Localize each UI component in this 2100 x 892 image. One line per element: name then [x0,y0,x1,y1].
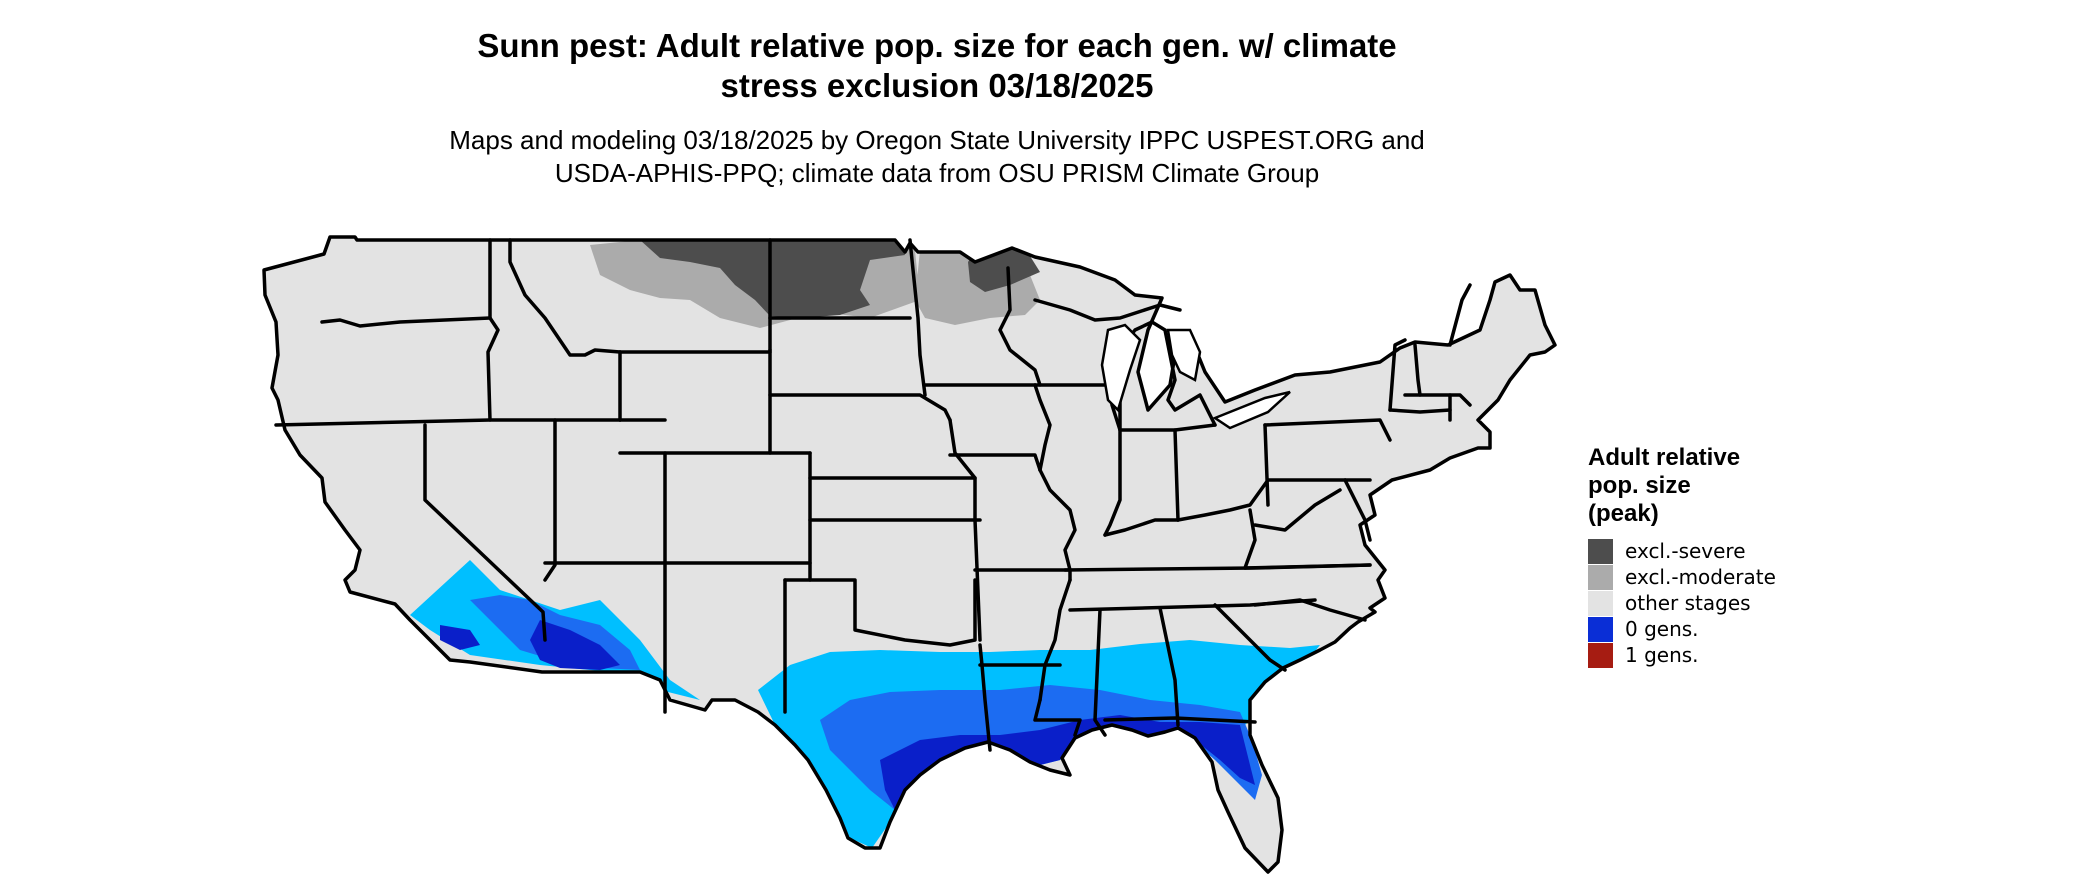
national-border [262,235,1557,874]
border-oh-wv-ky [1176,478,1270,522]
border-al-fl [1103,716,1257,724]
legend-item-0-gens: 0 gens. [1588,616,1776,642]
legend-label-0-gens: 0 gens. [1625,617,1699,641]
border-nc-sc [1253,598,1367,622]
legend-title-line-3: (peak) [1588,500,1659,527]
legend-title-line-2: pop. size [1588,472,1691,499]
border-ne-ia-mo [948,418,977,522]
border-ar-ms [1038,578,1072,702]
border-nh-me [1448,283,1472,347]
map-title: Sunn pest: Adult relative pop. size for … [0,26,1874,106]
border-sd-ne [768,393,952,422]
border-il-in [1103,383,1122,537]
border-mn-wi [998,266,1042,387]
border-oh-pa [1263,423,1270,507]
legend-item-1-gens: 1 gens. [1588,642,1776,668]
lake-huron [1166,328,1202,382]
legend: Adult relative pop. size (peak) excl.-se… [1588,444,1776,668]
legend-item-other-stages: other stages [1588,590,1776,616]
border-ca-nv [423,423,547,642]
legend-swatch-0-gens [1588,616,1613,642]
legend-swatch-other-stages [1588,590,1613,616]
border-md-de [1343,478,1372,542]
border-al-ga [1158,606,1180,727]
legend-title: Adult relative pop. size (peak) [1588,444,1776,528]
legend-title-line-1: Adult relative [1588,444,1741,471]
border-vt-nh [1413,343,1422,397]
legend-label-other-stages: other stages [1625,591,1751,615]
legend-swatch-1-gens [1588,642,1613,668]
excl-severe-region-northern-plains [640,240,905,318]
legend-item-excl-severe: excl.-severe [1588,538,1776,564]
border-wa-or [320,316,492,328]
map-subtitle: Maps and modeling 03/18/2025 by Oregon S… [0,124,1874,190]
border-wv-va [1253,488,1342,532]
title-line-2: stress exclusion 03/18/2025 [720,67,1154,104]
border-in-ky [1103,518,1180,537]
legend-swatch-excl-moderate [1588,564,1613,590]
title-line-1: Sunn pest: Adult relative pop. size for … [477,27,1397,64]
legend-swatch-excl-severe [1588,538,1613,564]
border-michigan-upper [1033,298,1182,322]
border-ny-vt-ma [1388,338,1407,412]
lake-erie [1212,390,1291,430]
border-id-mt [508,238,622,357]
border-ky-va [1243,508,1257,570]
border-ma-south [1403,393,1472,407]
border-ok-ar [973,518,982,642]
legend-item-excl-moderate: excl.-moderate [1588,564,1776,590]
border-mi-in-oh [1118,423,1217,432]
legend-label-1-gens: 1 gens. [1625,643,1699,667]
lake-michigan [1100,323,1142,413]
border-nv-ut [543,418,557,582]
legend-label-excl-moderate: excl.-moderate [1625,565,1776,589]
zero-gens-dark-socal [440,625,480,650]
border-ny-ct [1388,408,1452,414]
subtitle-line-1: Maps and modeling 03/18/2025 by Oregon S… [449,125,1425,155]
border-or-id [486,316,500,422]
state-borders [262,235,1557,874]
border-la-ms [1033,698,1082,737]
border-pa-ny [1263,418,1392,442]
border-mo-il-ky [1038,468,1077,572]
subtitle-line-2: USDA-APHIS-PPQ; climate data from OSU PR… [554,158,1320,188]
zero-gens-dark-arizona [530,620,620,670]
border-ga-sc [1213,603,1287,672]
legend-label-excl-severe: excl.-severe [1625,539,1746,563]
border-ia-mo [948,453,1042,472]
border-ok-tx [783,578,977,647]
border-in-oh [1173,428,1180,522]
border-ms-al [1093,608,1107,737]
border-tx-la [978,643,992,752]
border-or-ca-nv [274,418,622,427]
border-ia-il [1033,383,1052,472]
border-va-nc [1243,563,1372,570]
border-nd-sd-mn [908,238,927,397]
zero-gens-dark-gulf-coast [880,715,1255,810]
